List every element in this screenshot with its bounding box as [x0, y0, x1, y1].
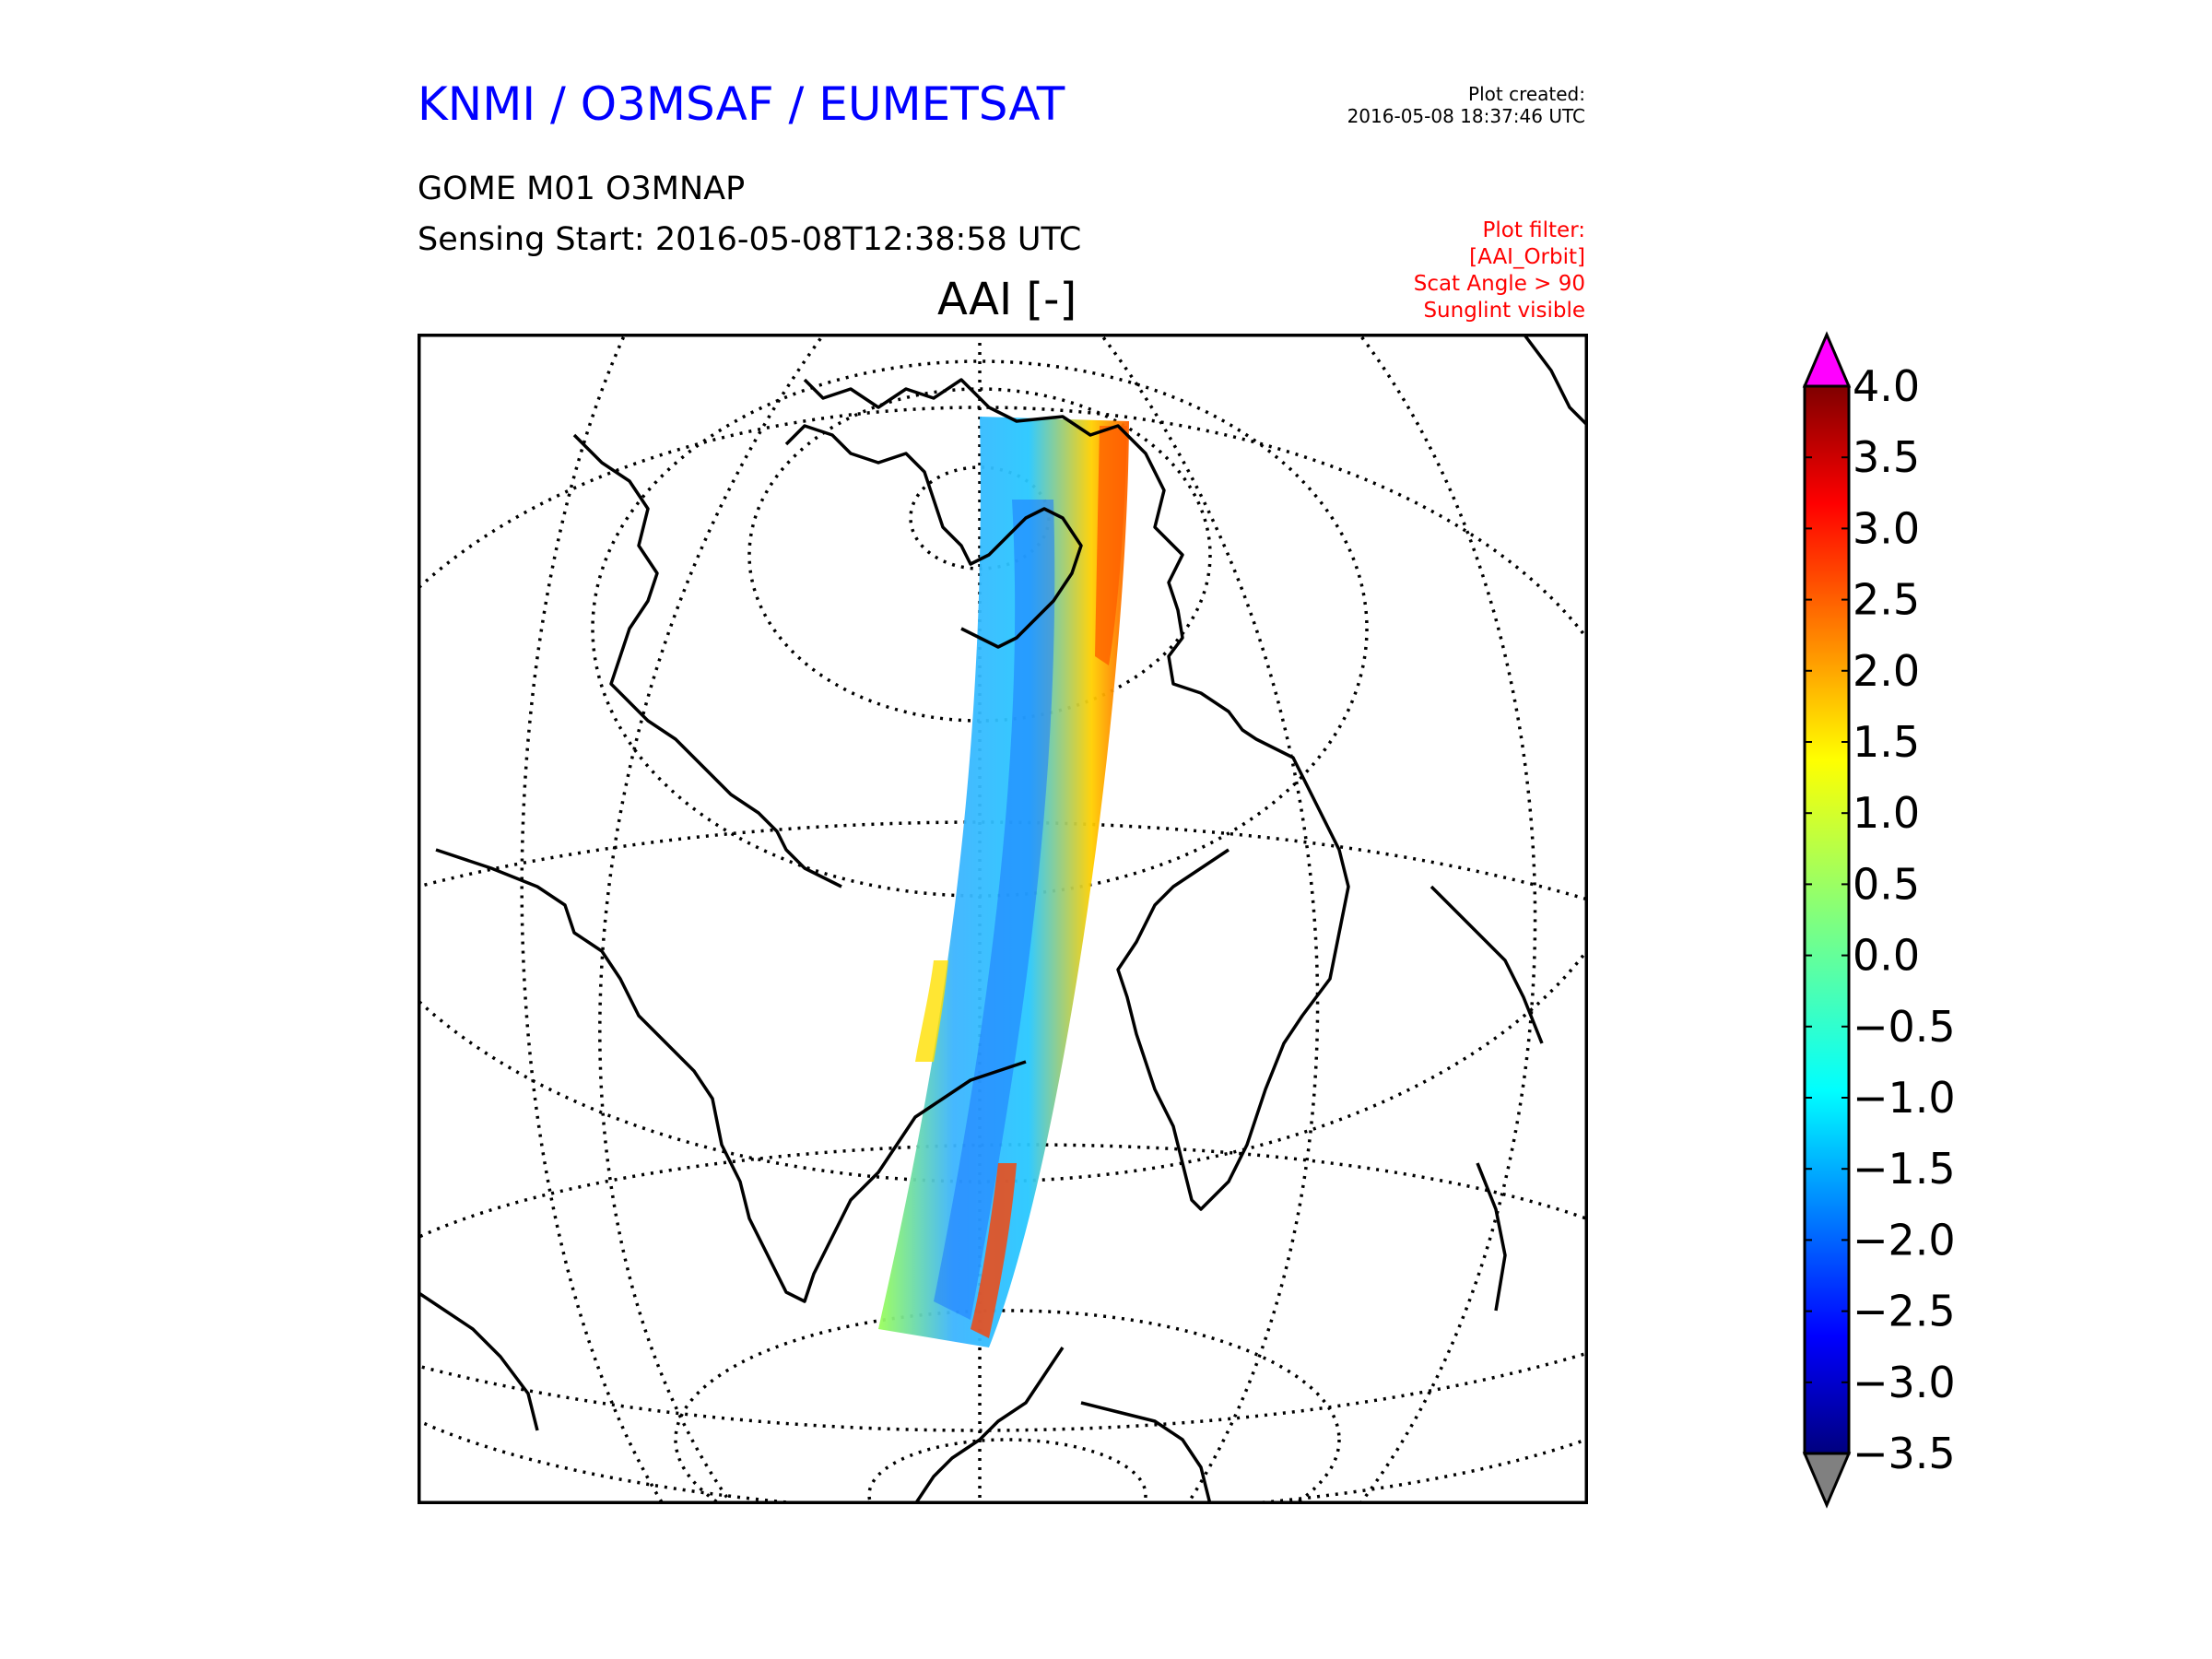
colorbar-under-extend: [1802, 1452, 1852, 1509]
colorbar-tick-label: 1.5: [1853, 717, 1920, 767]
sensing-start: Sensing Start: 2016-05-08T12:38:58 UTC: [418, 221, 1082, 258]
coastline-greenland: [784, 424, 1083, 649]
colorbar-tick-label: −2.0: [1853, 1215, 1956, 1265]
filter-line: [AAI_Orbit]: [1469, 245, 1585, 269]
colorbar: 4.0 3.5 3.0 2.5 2.0 1.5 1.0 0.5 0.0 −0.5 −1.0 −1.5 −…: [1802, 331, 1956, 1509]
swath-low-region: [934, 500, 1055, 1320]
graticule-line: [867, 1438, 1147, 1504]
map-panel: [418, 334, 1588, 1504]
plot-filter: Plot filter: [AAI_Orbit] Scat Angle > 90…: [1414, 218, 1585, 324]
colorbar-gradient: [1803, 384, 1851, 1455]
colorbar-ticks: 4.0 3.5 3.0 2.5 2.0 1.5 1.0 0.5 0.0 −0.5 −1.0 −1.5 −…: [1805, 361, 1956, 1478]
colorbar-tick-label: 3.0: [1853, 503, 1920, 553]
colorbar-tick-label: 3.5: [1853, 432, 1920, 482]
plot-created: Plot created: 2016-05-08 18:37:46 UTC: [1347, 83, 1585, 127]
colorbar-tick-label: 4.0: [1853, 361, 1920, 411]
graticule-line: [747, 387, 1212, 723]
graticule-line: [1098, 334, 1320, 1504]
filter-line: Sunglint visible: [1423, 299, 1585, 323]
map-frame: [418, 334, 1588, 1504]
filter-line: Plot filter:: [1482, 218, 1585, 242]
coastline-antarctica: [913, 1347, 1065, 1504]
colorbar-tick-label: −1.5: [1853, 1144, 1956, 1194]
aai-swath: [878, 417, 1129, 1347]
colorbar-tick-label: 0.0: [1853, 931, 1920, 981]
coastline-africa-east: [1476, 1162, 1507, 1312]
plot-title: AAI [-]: [937, 274, 1077, 325]
colorbar-tick-label: 1.0: [1853, 788, 1920, 838]
graticule-line: [1357, 334, 1537, 1504]
colorbar-tick-label: −3.0: [1853, 1358, 1956, 1407]
coastline-antarctica: [1080, 1401, 1212, 1504]
swath-high-region: [915, 960, 948, 1062]
swath-high-region: [971, 1163, 1017, 1338]
graticule-line: [674, 1309, 1341, 1504]
plot-created-label: Plot created:: [1468, 83, 1585, 105]
colorbar-tick-label: 0.5: [1853, 859, 1920, 909]
coastline-africa-europe: [803, 378, 1350, 1211]
colorbar-tick-label: −1.0: [1853, 1073, 1956, 1123]
coastline-north-america: [572, 433, 842, 888]
filter-line: Scat Angle > 90: [1413, 272, 1585, 296]
colorbar-tick-label: −2.5: [1853, 1287, 1956, 1336]
colorbar-tick-label: 2.0: [1853, 646, 1920, 696]
graticule-line: [598, 334, 827, 1504]
coastlines: [418, 334, 1588, 1504]
coastline-pacific: [418, 1290, 539, 1431]
swath-high-region: [1095, 426, 1127, 665]
product-name: GOME M01 O3MNAP: [418, 171, 746, 207]
graticule-line: [520, 334, 665, 1504]
colorbar-tick-label: −0.5: [1853, 1002, 1956, 1052]
coastline-asia: [1430, 885, 1544, 1044]
org-title: KNMI / O3MSAF / EUMETSAT: [418, 77, 1065, 131]
colorbar-tick-label: 2.5: [1853, 575, 1920, 625]
colorbar-over-extend: [1802, 331, 1852, 388]
coastline-south-america: [435, 848, 1027, 1303]
coastline-asia: [1522, 334, 1588, 428]
plot-created-time: 2016-05-08 18:37:46 UTC: [1347, 105, 1585, 127]
colorbar-tick-label: −3.5: [1853, 1429, 1956, 1478]
